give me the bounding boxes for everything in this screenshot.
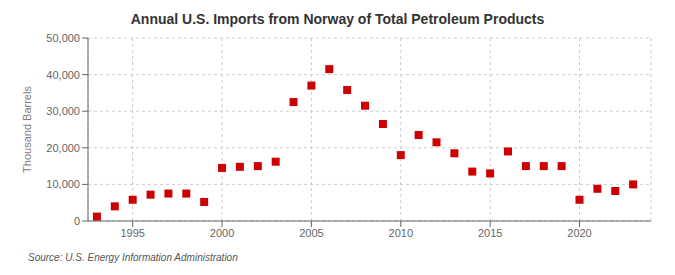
svg-text:0: 0 xyxy=(74,215,80,227)
svg-text:30,000: 30,000 xyxy=(46,105,80,117)
svg-text:Thousand Barrels: Thousand Barrels xyxy=(21,86,33,173)
svg-text:2010: 2010 xyxy=(389,227,413,239)
svg-text:1995: 1995 xyxy=(120,227,144,239)
html-text:Annual U.S. Imports from Norwa: Annual U.S. Imports from Norway of Total… xyxy=(130,11,545,27)
html-text:Source: U.S. Energy Informatio: Source: U.S. Energy Information Administ… xyxy=(28,252,238,263)
svg-text:2020: 2020 xyxy=(567,227,591,239)
svg-text:50,000: 50,000 xyxy=(46,32,80,44)
svg-text:2005: 2005 xyxy=(299,227,323,239)
svg-text:40,000: 40,000 xyxy=(46,69,80,81)
svg-text:10,000: 10,000 xyxy=(46,178,80,190)
svg-text:20,000: 20,000 xyxy=(46,142,80,154)
svg-text:2015: 2015 xyxy=(478,227,502,239)
svg-text:2000: 2000 xyxy=(210,227,234,239)
